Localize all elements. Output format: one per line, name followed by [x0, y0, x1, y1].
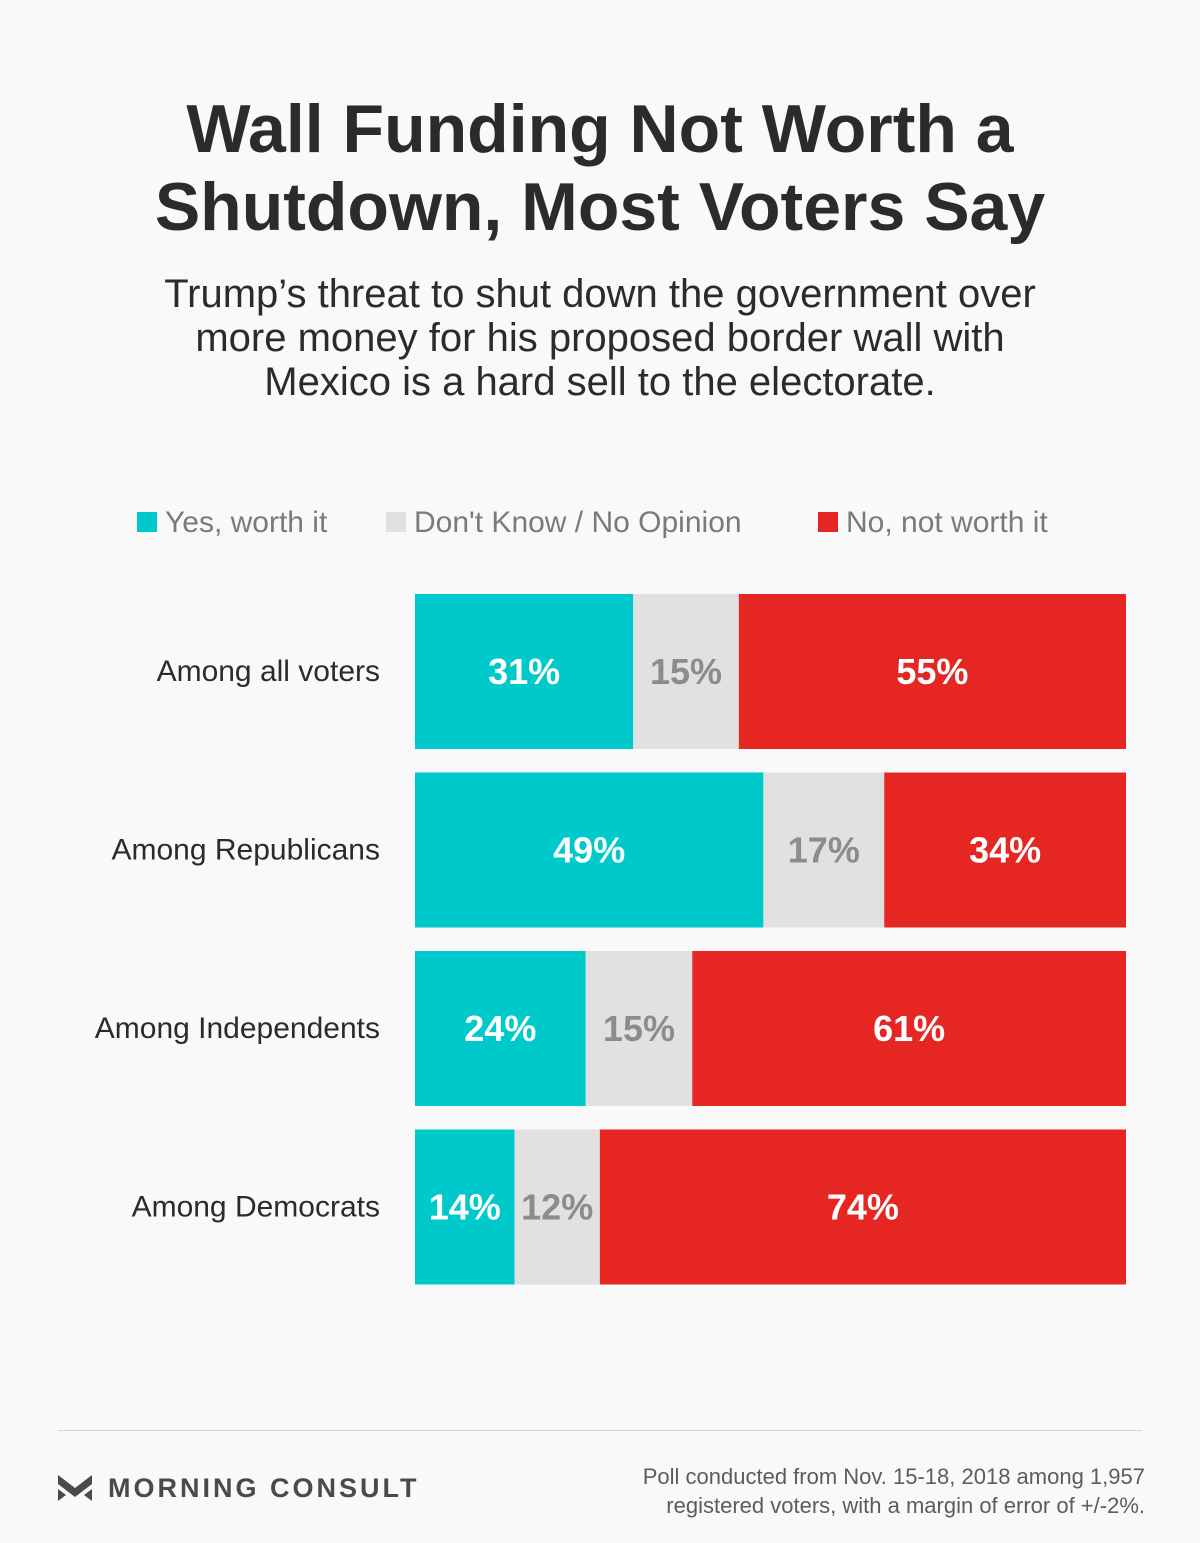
category-label: Among Republicans — [112, 834, 381, 867]
legend-swatch-yes — [137, 512, 157, 533]
bar-segment-dont-know — [633, 594, 739, 749]
bar-segment-yes — [415, 594, 634, 749]
bar-segment-dont-know — [763, 772, 885, 928]
data-label-no: 74% — [827, 1187, 899, 1228]
stacked-bar-chart: Among all voters 31% 15% 55% Among Republica… — [95, 594, 1126, 1285]
legend-item-dont-know: Don't Know / No Opinion — [386, 503, 742, 543]
chart-title: Wall Funding Not Worth a Shutdown, Most … — [0, 90, 1200, 246]
bar-segment-yes — [415, 1129, 515, 1285]
data-label-no: 61% — [873, 1008, 945, 1049]
source-note: Poll conducted from Nov. 15-18, 2018 amo… — [525, 1462, 1145, 1520]
data-label-no: 34% — [969, 830, 1041, 871]
chart-subtitle: Trump’s threat to shut down the governme… — [100, 272, 1100, 404]
bar-segment-no — [738, 594, 1126, 749]
bar-segment-no — [599, 1129, 1126, 1285]
data-label-yes: 24% — [464, 1008, 536, 1049]
data-label-yes: 49% — [553, 830, 625, 871]
legend-item-yes: Yes, worth it — [137, 503, 327, 543]
bar-segment-no — [884, 772, 1126, 928]
bar-segment-dont-know — [514, 1129, 600, 1285]
source-line-1: Poll conducted from Nov. 15-18, 2018 amo… — [642, 1464, 1145, 1489]
data-label-dont-know: 15% — [650, 651, 722, 692]
chart-title-line-2: Shutdown, Most Voters Say — [154, 169, 1046, 245]
bar-segment-yes — [415, 772, 764, 928]
subtitle-line-3: Mexico is a hard sell to the electorate. — [264, 360, 936, 404]
data-label-yes: 14% — [429, 1187, 501, 1228]
category-label: Among all voters — [157, 655, 380, 688]
footer-divider — [58, 1430, 1142, 1431]
legend-label-dont-know: Don't Know / No Opinion — [414, 506, 742, 539]
data-label-yes: 31% — [488, 651, 560, 692]
legend-label-yes: Yes, worth it — [165, 506, 328, 539]
chart-legend: Yes, worth it Don't Know / No Opinion No… — [0, 503, 1200, 543]
data-label-dont-know: 15% — [603, 1008, 675, 1049]
legend-item-no: No, not worth it — [818, 503, 1048, 543]
bar-segment-dont-know — [585, 951, 693, 1106]
legend-label-no: No, not worth it — [846, 506, 1048, 539]
source-line-2: registered voters, with a margin of erro… — [666, 1493, 1145, 1518]
bar-segment-no — [692, 951, 1126, 1106]
data-label-dont-know: 17% — [788, 830, 860, 871]
legend-swatch-no — [818, 512, 838, 533]
data-label-dont-know: 12% — [521, 1187, 593, 1228]
morning-consult-logo-icon — [58, 1475, 92, 1501]
subtitle-line-2: more money for his proposed border wall … — [195, 316, 1005, 360]
category-label: Among Independents — [95, 1012, 380, 1045]
brand-logo: MORNING CONSULT — [58, 1470, 419, 1506]
chart-title-line-1: Wall Funding Not Worth a — [186, 91, 1014, 167]
legend-swatch-dont-know — [386, 512, 406, 533]
data-label-no: 55% — [896, 651, 968, 692]
brand-name: MORNING CONSULT — [108, 1472, 420, 1503]
subtitle-line-1: Trump’s threat to shut down the governme… — [164, 272, 1036, 316]
category-label: Among Democrats — [132, 1191, 380, 1224]
bar-segment-yes — [415, 951, 586, 1106]
